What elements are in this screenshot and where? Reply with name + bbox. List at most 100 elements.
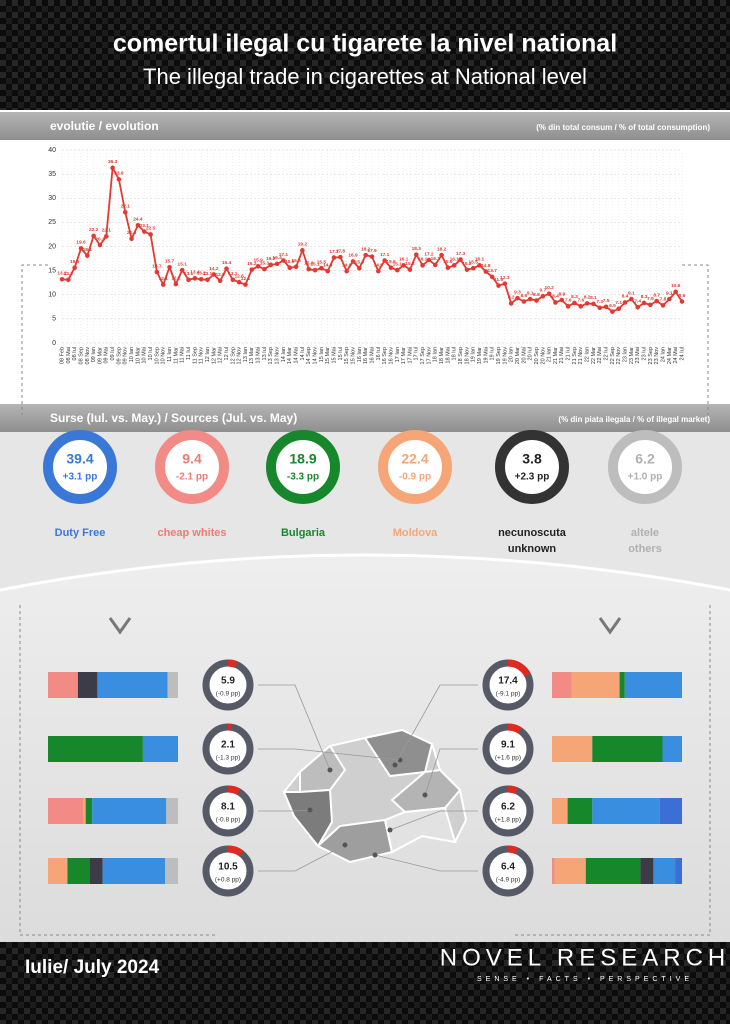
connector <box>424 748 478 796</box>
point <box>179 267 185 273</box>
point <box>205 277 210 283</box>
share-bar <box>48 798 84 824</box>
subtitle: The illegal trade in cigarettes at Natio… <box>143 64 587 89</box>
point <box>97 242 103 248</box>
x-tick-label: 23 Nov <box>654 347 660 365</box>
value-label: 7.6 <box>577 298 584 304</box>
value-label: 15.8 <box>291 258 301 264</box>
point <box>369 254 375 259</box>
x-tick-label: 16 Nov <box>388 347 394 365</box>
point <box>395 267 400 273</box>
x-tick-label: 11 Nov <box>199 347 205 364</box>
point <box>319 265 324 271</box>
value-label: 16.1 <box>450 257 460 263</box>
value-label: 7.9 <box>647 296 654 302</box>
source-name: altele <box>631 527 659 539</box>
x-tick-label: 23 Mar <box>629 347 635 364</box>
x-tick-label: 19 Nov <box>502 347 508 365</box>
region-pin <box>392 762 398 768</box>
value-label: 17.1 <box>279 252 289 258</box>
region-arc <box>202 723 254 775</box>
x-tick-label: 12 Nov <box>237 347 243 365</box>
x-tick-label: 19 Sep <box>496 347 502 364</box>
source-name: others <box>628 543 662 555</box>
point <box>489 274 495 280</box>
value-label: 15.3 <box>260 260 270 266</box>
chevron <box>108 617 622 635</box>
x-tick-label: 18 Nov <box>464 347 470 365</box>
x-tick-label: 19 Ian <box>471 347 477 362</box>
share-bar <box>552 798 568 824</box>
x-tick-label: 09 Iul <box>110 347 116 360</box>
x-tick-label: 08 Nov <box>85 347 91 365</box>
point <box>331 255 337 260</box>
connector <box>258 684 331 771</box>
value-label: 15.5 <box>317 259 327 265</box>
x-tick-label: 21 Iul <box>566 347 572 360</box>
x-tick-label: 17 Mar <box>401 347 407 364</box>
section-bar <box>0 112 730 140</box>
region-arc <box>202 845 254 897</box>
point <box>141 229 147 234</box>
region-value: 10.5 <box>218 862 238 873</box>
source-name: Moldova <box>393 527 438 539</box>
x-tick-label: 17 Nov <box>426 347 432 365</box>
connector <box>21 264 709 415</box>
point <box>91 233 96 239</box>
region-arc <box>202 785 254 837</box>
section-title: Surse (Iul. vs. May.) / Sources (Jul. vs… <box>50 411 297 425</box>
point <box>527 296 533 302</box>
value-label: 15.4 <box>222 260 232 266</box>
share-bar <box>675 858 682 884</box>
point <box>477 263 482 268</box>
source-value: 39.4 <box>66 451 93 467</box>
point <box>445 265 451 271</box>
point <box>629 296 634 302</box>
value-label: 23.1 <box>140 223 150 229</box>
value-label: 15.1 <box>178 261 188 267</box>
x-tick-label: 18 Iul <box>452 347 458 360</box>
connector <box>374 854 478 872</box>
point <box>559 297 565 303</box>
point <box>312 267 318 273</box>
region-value: 5.9 <box>221 676 235 687</box>
point <box>338 254 343 260</box>
region-change: (+0.8 pp) <box>215 877 241 884</box>
value-label: 33.9 <box>114 171 124 177</box>
connector <box>389 810 478 831</box>
point <box>667 296 672 302</box>
point <box>458 257 463 262</box>
share-bar <box>102 858 165 884</box>
x-tick-label: 15 Mar <box>325 347 331 364</box>
value-label: 14.9 <box>323 262 333 268</box>
point <box>603 304 609 310</box>
value-label: 22.1 <box>102 228 112 234</box>
point <box>350 259 356 264</box>
x-tick-label: 17 Mai <box>407 347 413 364</box>
value-label: 16.1 <box>475 257 485 263</box>
source-value: 22.4 <box>401 451 428 467</box>
y-tick-label: 25 <box>48 219 56 226</box>
point <box>154 269 160 275</box>
value-label: 13.1 <box>228 271 238 277</box>
x-tick-label: 11 Sep <box>192 347 198 364</box>
x-tick-label: 18 Mai <box>445 347 451 364</box>
share-bar <box>97 672 168 698</box>
value-label: 15.3 <box>304 260 314 266</box>
x-tick-label: 22 Mar <box>591 347 597 364</box>
point <box>654 298 659 304</box>
point <box>413 252 419 258</box>
x-tick-label: 18 Mar <box>439 347 445 364</box>
x-tick-label: 13 Mai <box>256 347 262 364</box>
y-tick-label: 35 <box>48 171 56 178</box>
x-tick-label: 11 Ian <box>167 347 173 362</box>
value-label: 8.4 <box>552 294 559 300</box>
share-bar <box>166 798 178 824</box>
share-bar <box>653 858 676 884</box>
value-label: 11.9 <box>494 277 503 283</box>
point <box>616 306 622 312</box>
x-tick-label: 20 Iul <box>528 347 534 360</box>
value-label: 12.2 <box>171 275 181 281</box>
x-tick-label: 11 Iul <box>186 347 192 360</box>
